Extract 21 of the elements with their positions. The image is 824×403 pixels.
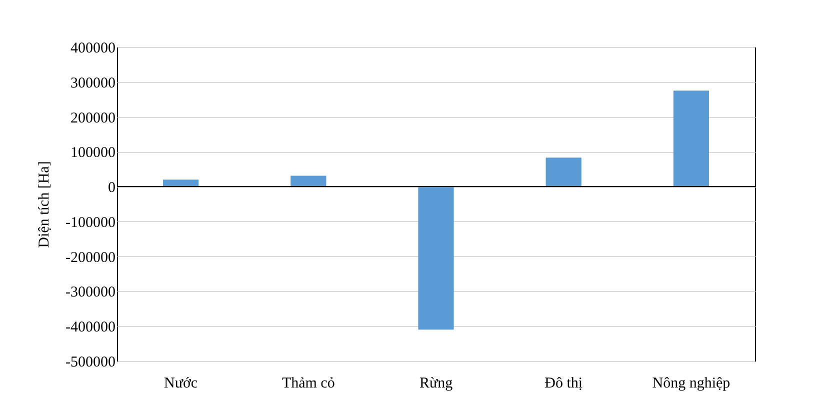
y-tick-label: 400000 bbox=[70, 40, 116, 56]
bar bbox=[673, 90, 709, 187]
y-tick-label: 200000 bbox=[70, 110, 116, 126]
x-tick-label: Nước bbox=[164, 376, 198, 392]
y-tick-label: -500000 bbox=[66, 354, 116, 370]
y-tick-label: -100000 bbox=[66, 214, 116, 231]
bar bbox=[163, 180, 199, 187]
bar bbox=[418, 186, 454, 330]
y-tick-label: -200000 bbox=[66, 250, 116, 266]
y-tick-label: -400000 bbox=[66, 320, 116, 336]
y-axis-title: Diện tích [Ha] bbox=[36, 161, 53, 248]
y-tick-label: 300000 bbox=[70, 75, 116, 92]
y-tick-label: 0 bbox=[108, 180, 116, 196]
x-tick-label: Đô thị bbox=[544, 376, 583, 392]
x-tick-label: Nông nghiệp bbox=[652, 376, 730, 392]
x-tick-label: Thảm cỏ bbox=[282, 376, 335, 392]
bar bbox=[290, 176, 326, 187]
x-tick-label: Rừng bbox=[419, 376, 454, 392]
bar bbox=[546, 158, 582, 187]
y-tick-label: 100000 bbox=[70, 145, 116, 162]
y-tick-label: -300000 bbox=[66, 284, 116, 301]
